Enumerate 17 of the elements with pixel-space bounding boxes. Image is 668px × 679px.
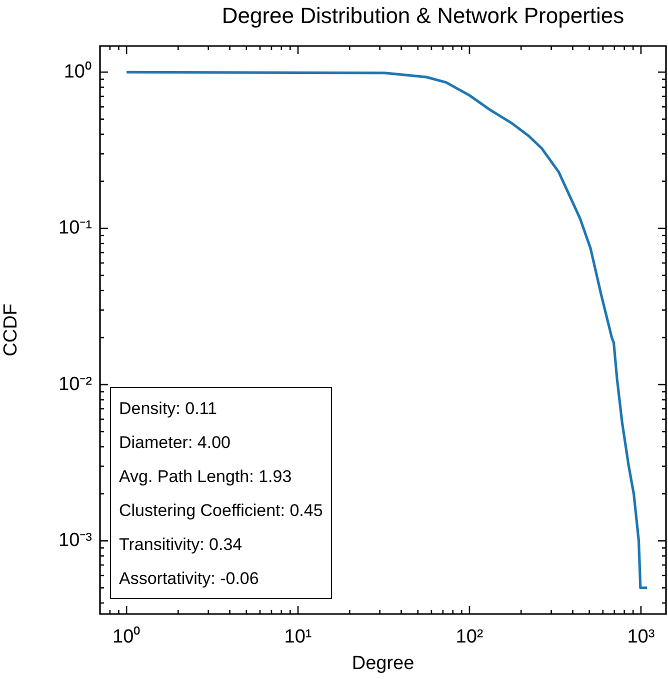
y-tick-label: 10⁻¹	[58, 218, 92, 239]
annotation: Assortativity: -0.06	[119, 568, 260, 590]
y-axis-title: CCDF	[0, 304, 22, 356]
y-tick-label: 10⁻²	[58, 374, 92, 395]
x-tick-label: 10²	[456, 626, 484, 648]
annotation: Avg. Path Length: 1.93	[119, 466, 293, 488]
annotation: Clustering Coefficient: 0.45	[119, 500, 323, 522]
annotation: Density: 0.11	[119, 398, 218, 420]
annotation: Transitivity: 0.34	[119, 534, 244, 556]
x-axis-title: Degree	[352, 652, 414, 674]
x-tick-label: 10⁰	[112, 626, 141, 648]
y-tick-label: 10⁻³	[58, 530, 92, 552]
annotation: Diameter: 4.00	[119, 432, 232, 454]
x-tick-label: 10¹	[284, 626, 312, 648]
y-tick-label: 10⁰	[64, 60, 92, 82]
x-tick-label: 10³	[627, 626, 655, 648]
chart-title: Degree Distribution & Network Properties	[222, 3, 624, 28]
